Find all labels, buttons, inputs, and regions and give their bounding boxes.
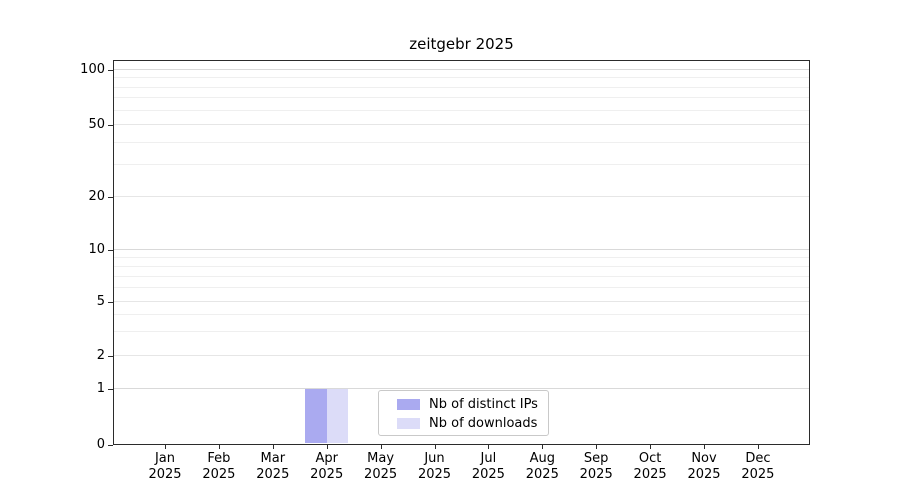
downloads-swatch-icon xyxy=(397,418,420,429)
y-tick-label: 2 xyxy=(96,348,105,363)
y-gridline xyxy=(114,196,809,197)
x-tick-label-feb: Feb 2025 xyxy=(202,451,236,482)
y-tick xyxy=(108,125,113,126)
y-tick xyxy=(108,70,113,71)
legend-label: Nb of distinct IPs xyxy=(429,397,538,412)
y-tick xyxy=(108,250,113,251)
x-tick xyxy=(542,445,544,449)
y-tick-label: 50 xyxy=(88,117,105,132)
y-minor-gridline xyxy=(114,287,809,289)
y-tick xyxy=(108,445,113,446)
y-tick xyxy=(108,389,113,390)
y-tick-label: 100 xyxy=(80,62,105,77)
y-tick xyxy=(108,302,113,303)
legend-label: Nb of downloads xyxy=(429,416,538,431)
x-tick xyxy=(380,445,382,449)
y-minor-gridline xyxy=(114,314,809,316)
y-tick xyxy=(108,197,113,198)
y-minor-gridline xyxy=(114,97,809,99)
x-tick xyxy=(488,445,490,449)
x-tick-label-apr: Apr 2025 xyxy=(310,451,344,482)
x-tick-label-nov: Nov 2025 xyxy=(687,451,721,482)
x-tick-label-dec: Dec 2025 xyxy=(741,451,775,482)
y-minor-gridline xyxy=(114,164,809,166)
x-tick-label-mar: Mar 2025 xyxy=(256,451,290,482)
y-gridline xyxy=(114,301,809,302)
x-tick xyxy=(165,445,166,449)
y-tick-label: 5 xyxy=(96,294,105,309)
y-tick-label: 10 xyxy=(88,242,105,257)
y-gridline xyxy=(114,124,809,125)
x-tick xyxy=(434,445,436,449)
y-minor-gridline xyxy=(114,77,809,79)
y-tick-label: 20 xyxy=(88,189,105,204)
y-tick-label: 1 xyxy=(96,381,105,396)
legend-item-distinct-ips: Nb of distinct IPs xyxy=(379,395,548,414)
x-tick-label-sep: Sep 2025 xyxy=(579,451,613,482)
y-gridline xyxy=(114,69,809,70)
y-minor-gridline xyxy=(114,86,809,88)
x-tick-label-oct: Oct 2025 xyxy=(633,451,667,482)
x-tick xyxy=(272,445,274,449)
x-tick xyxy=(218,445,220,449)
y-gridline xyxy=(114,249,809,250)
distinct-ips-swatch-icon xyxy=(397,399,420,410)
y-minor-gridline xyxy=(114,331,809,333)
y-gridline xyxy=(114,388,809,389)
legend-item-downloads: Nb of downloads xyxy=(379,414,548,433)
x-tick-label-may: May 2025 xyxy=(364,451,398,482)
x-tick xyxy=(596,445,598,449)
bar-downloads-apr xyxy=(326,389,349,443)
x-tick xyxy=(326,445,328,449)
x-tick-label-aug: Aug 2025 xyxy=(525,451,559,482)
x-tick-label-jan: Jan 2025 xyxy=(148,451,182,482)
bar-distinct-ips-apr xyxy=(304,389,327,443)
y-minor-gridline xyxy=(114,256,809,258)
x-tick-label-jul: Jul 2025 xyxy=(471,451,505,482)
y-minor-gridline xyxy=(114,275,809,277)
y-tick xyxy=(108,356,113,357)
y-minor-gridline xyxy=(114,109,809,111)
x-tick xyxy=(704,445,705,449)
legend: Nb of distinct IPs Nb of downloads xyxy=(378,390,549,436)
y-minor-gridline xyxy=(114,141,809,143)
x-tick xyxy=(757,445,759,449)
x-tick xyxy=(650,445,652,449)
y-tick-label: 0 xyxy=(96,437,105,452)
y-gridline xyxy=(114,355,809,356)
plot-area xyxy=(113,60,810,445)
chart-title: zeitgebr 2025 xyxy=(409,35,514,53)
y-minor-gridline xyxy=(114,265,809,267)
x-tick-label-jun: Jun 2025 xyxy=(417,451,452,482)
